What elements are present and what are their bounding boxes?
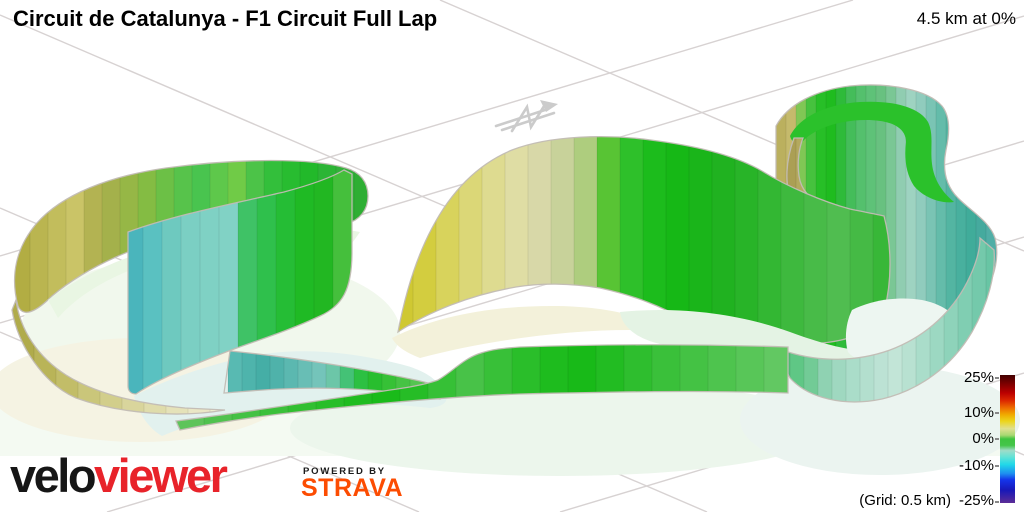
powered-by-label: POWERED BY bbox=[303, 466, 386, 477]
palegreen-foot-face bbox=[620, 310, 856, 361]
legend-tick-label-0: 0% bbox=[972, 430, 994, 447]
strava-logo[interactable]: STRAVA bbox=[301, 474, 404, 502]
veloviewer-logo-velo: velo bbox=[10, 449, 97, 502]
legend-tick-label-10: 10% bbox=[963, 404, 994, 421]
stadium-loop-top-face bbox=[790, 101, 954, 203]
compass-north-icon bbox=[494, 100, 558, 133]
cream-foot-face bbox=[392, 306, 630, 358]
legend-tick-label-neg25: -25% bbox=[958, 492, 994, 509]
distance-gradient-summary: 4.5 km at 0% bbox=[916, 9, 1016, 28]
gradient-legend-bar bbox=[1000, 375, 1015, 503]
legend-note-row: (Grid: 0.5 km) -25% bbox=[851, 492, 994, 509]
veloviewer-logo-viewer: viewer bbox=[94, 449, 228, 502]
legend-grid-note: (Grid: 0.5 km) bbox=[859, 492, 951, 509]
legend-tick bbox=[995, 501, 999, 503]
legend-tick bbox=[995, 438, 999, 440]
legend-tick-label-neg10: -10% bbox=[958, 457, 994, 474]
page-title: Circuit de Catalunya - F1 Circuit Full L… bbox=[13, 6, 438, 31]
legend-tick bbox=[995, 377, 999, 379]
legend-tick bbox=[995, 412, 999, 414]
legend-tick bbox=[995, 465, 999, 467]
veloviewer-logo[interactable]: veloviewer bbox=[10, 449, 228, 502]
legend-tick-label-25: 25% bbox=[963, 369, 994, 386]
